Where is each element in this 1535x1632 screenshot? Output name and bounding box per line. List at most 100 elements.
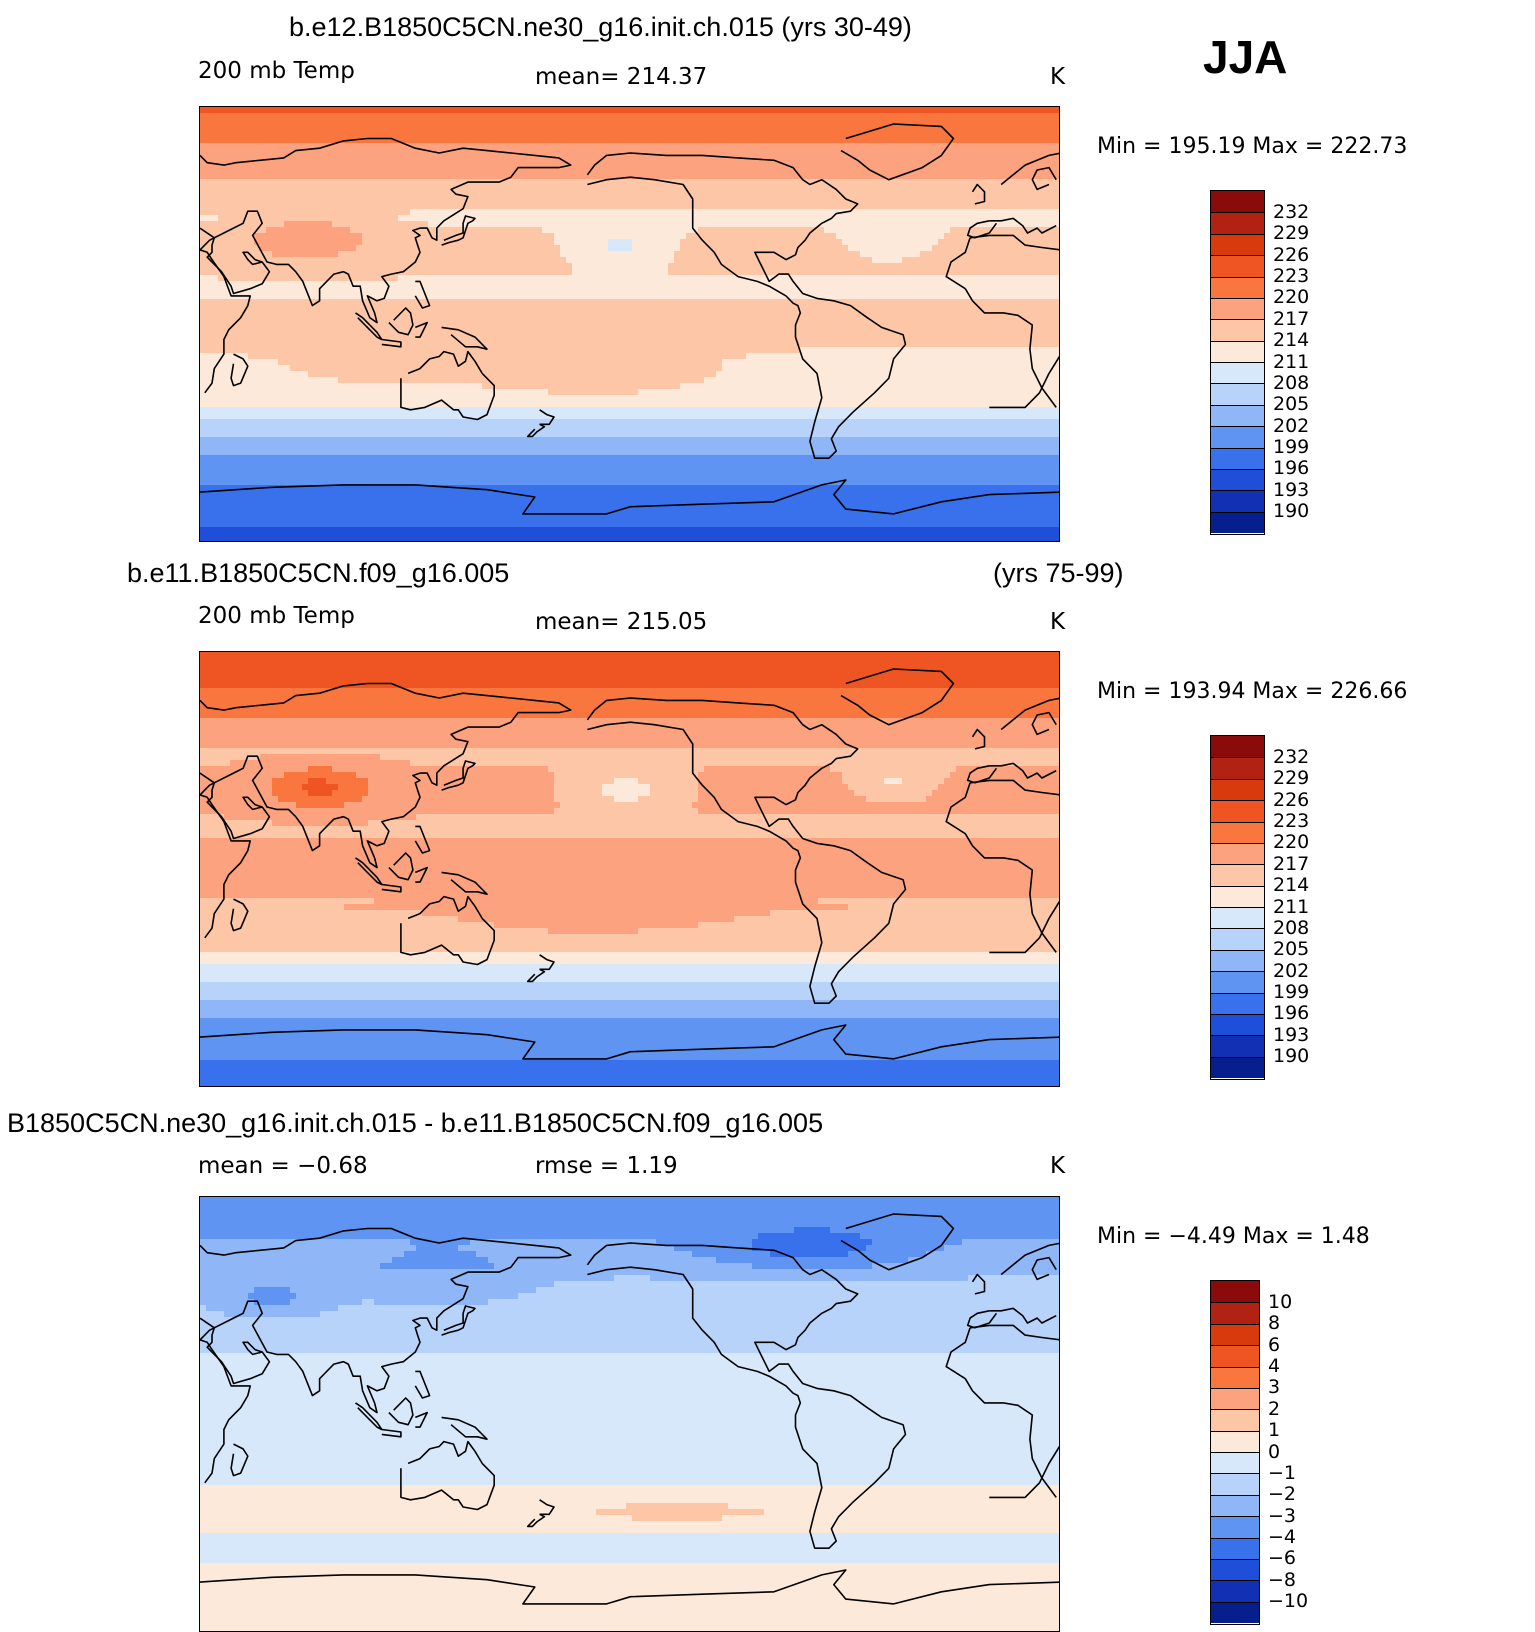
colorbar-swatch: [1211, 864, 1264, 886]
colorbar-swatch: [1211, 842, 1264, 865]
colorbar-swatch: [1211, 757, 1264, 779]
colorbar-swatch: [1211, 1452, 1259, 1474]
colorbar-swatch: [1211, 1494, 1259, 1517]
colorbar-tick-label: 190: [1273, 502, 1309, 521]
colorbar-swatch: [1211, 1323, 1259, 1346]
colorbar-swatch: [1211, 426, 1264, 448]
colorbar-tick-label: 205: [1273, 940, 1309, 959]
colorbar-swatch: [1211, 885, 1264, 907]
colorbar-tick-label: 1: [1268, 1421, 1280, 1440]
colorbar-swatch: [1211, 340, 1264, 362]
colorbar-tick-label: 196: [1273, 459, 1309, 478]
filled-contours: [200, 1197, 1059, 1631]
panel-3-rmse-label: rmse = 1.19: [535, 1153, 678, 1179]
colorbar-swatch: [1211, 276, 1264, 298]
colorbar-swatch: [1211, 971, 1264, 993]
colorbar-tick-label: −2: [1268, 1485, 1296, 1504]
panel-2-title: b.e11.B1850C5CN.f09_g16.005: [127, 558, 509, 589]
colorbar-tick-label: 6: [1268, 1335, 1280, 1355]
colorbar-tick-label: 205: [1273, 395, 1309, 414]
colorbar-tick-label: 193: [1273, 1025, 1309, 1045]
colorbar-tick-label: 229: [1273, 224, 1309, 243]
colorbar-swatch: [1211, 1558, 1259, 1581]
panel-2-minmax: Min = 193.94 Max = 226.66: [1097, 679, 1407, 704]
panel-2-unit-label: K: [1050, 609, 1065, 635]
colorbar-tick-label: −1: [1268, 1463, 1296, 1483]
season-label: JJA: [1203, 30, 1287, 84]
panel-2-variable-label: 200 mb Temp: [198, 603, 355, 629]
panel-1-unit-label: K: [1050, 64, 1065, 90]
colorbar-swatch: [1211, 383, 1264, 405]
colorbar-swatch: [1211, 1302, 1259, 1324]
coastlines: [200, 668, 1059, 1060]
colorbar-swatch: [1211, 736, 1264, 758]
colorbar-swatch: [1211, 821, 1264, 843]
colorbar-tick-label: 193: [1273, 480, 1309, 500]
colorbar-tick-label: 208: [1273, 373, 1309, 393]
panel-1-map: [199, 106, 1060, 542]
colorbar-swatch: [1211, 255, 1264, 277]
colorbar-tick-label: −4: [1268, 1528, 1296, 1547]
colorbar-tick-label: 214: [1273, 331, 1309, 350]
colorbar-tick-label: 232: [1273, 747, 1309, 767]
colorbar-swatch: [1211, 1056, 1264, 1078]
panel-3-minmax: Min = −4.49 Max = 1.48: [1097, 1224, 1370, 1249]
colorbar-tick-label: 10: [1268, 1292, 1292, 1312]
colorbar-tick-label: 0: [1268, 1442, 1280, 1462]
colorbar-swatch: [1211, 490, 1264, 512]
colorbar-swatch: [1211, 778, 1264, 801]
coastlines: [200, 1213, 1059, 1605]
colorbar-swatch: [1211, 800, 1264, 822]
colorbar-tick-label: 202: [1273, 416, 1309, 436]
colorbar-swatch: [1211, 297, 1264, 320]
colorbar-swatch: [1211, 1387, 1259, 1410]
panel-1-mean-label: mean= 214.37: [535, 64, 707, 90]
panel-1-minmax: Min = 195.19 Max = 222.73: [1097, 134, 1407, 159]
panel-3-colorbar: [1210, 1280, 1260, 1625]
colorbar-tick-label: 202: [1273, 961, 1309, 981]
colorbar-swatch: [1211, 1013, 1264, 1036]
colorbar-tick-label: −3: [1268, 1506, 1296, 1526]
colorbar-swatch: [1211, 362, 1264, 384]
colorbar-swatch: [1211, 511, 1264, 533]
filled-contours: [200, 652, 1059, 1086]
colorbar-swatch: [1211, 1409, 1259, 1431]
panel-1-title: b.e12.B1850C5CN.ne30_g16.init.ch.015 (yr…: [289, 12, 912, 43]
colorbar-tick-label: 220: [1273, 833, 1309, 852]
colorbar-swatch: [1211, 1516, 1259, 1538]
colorbar-tick-label: 229: [1273, 769, 1309, 788]
colorbar-tick-label: 217: [1273, 854, 1309, 874]
colorbar-tick-label: 2: [1268, 1399, 1280, 1419]
colorbar-swatch: [1211, 1345, 1259, 1367]
panel-2-years: (yrs 75-99): [993, 558, 1124, 589]
colorbar-tick-label: 196: [1273, 1004, 1309, 1023]
colorbar-tick-label: 211: [1273, 352, 1309, 372]
panel-3-unit-label: K: [1050, 1153, 1065, 1179]
colorbar-swatch: [1211, 1035, 1264, 1057]
colorbar-swatch: [1211, 319, 1264, 341]
colorbar-swatch: [1211, 928, 1264, 950]
colorbar-tick-label: 208: [1273, 918, 1309, 938]
colorbar-swatch: [1211, 1281, 1259, 1303]
colorbar-swatch: [1211, 992, 1264, 1014]
colorbar-swatch: [1211, 907, 1264, 929]
colorbar-swatch: [1211, 212, 1264, 234]
colorbar-tick-label: 199: [1273, 983, 1309, 1002]
colorbar-swatch: [1211, 468, 1264, 491]
colorbar-tick-label: 232: [1273, 202, 1309, 222]
colorbar-swatch: [1211, 1537, 1259, 1559]
panel-1-variable-label: 200 mb Temp: [198, 58, 355, 84]
colorbar-tick-label: 199: [1273, 438, 1309, 457]
colorbar-swatch: [1211, 191, 1264, 213]
colorbar-swatch: [1211, 1430, 1259, 1452]
colorbar-tick-label: 226: [1273, 790, 1309, 810]
colorbar-swatch: [1211, 1580, 1259, 1602]
colorbar-tick-label: 217: [1273, 309, 1309, 329]
colorbar-tick-label: 223: [1273, 812, 1309, 831]
panel-2-colorbar: [1210, 735, 1265, 1080]
colorbar-swatch: [1211, 233, 1264, 256]
colorbar-tick-label: 190: [1273, 1047, 1309, 1066]
colorbar-tick-label: 226: [1273, 245, 1309, 265]
colorbar-swatch: [1211, 447, 1264, 469]
colorbar-swatch: [1211, 949, 1264, 972]
